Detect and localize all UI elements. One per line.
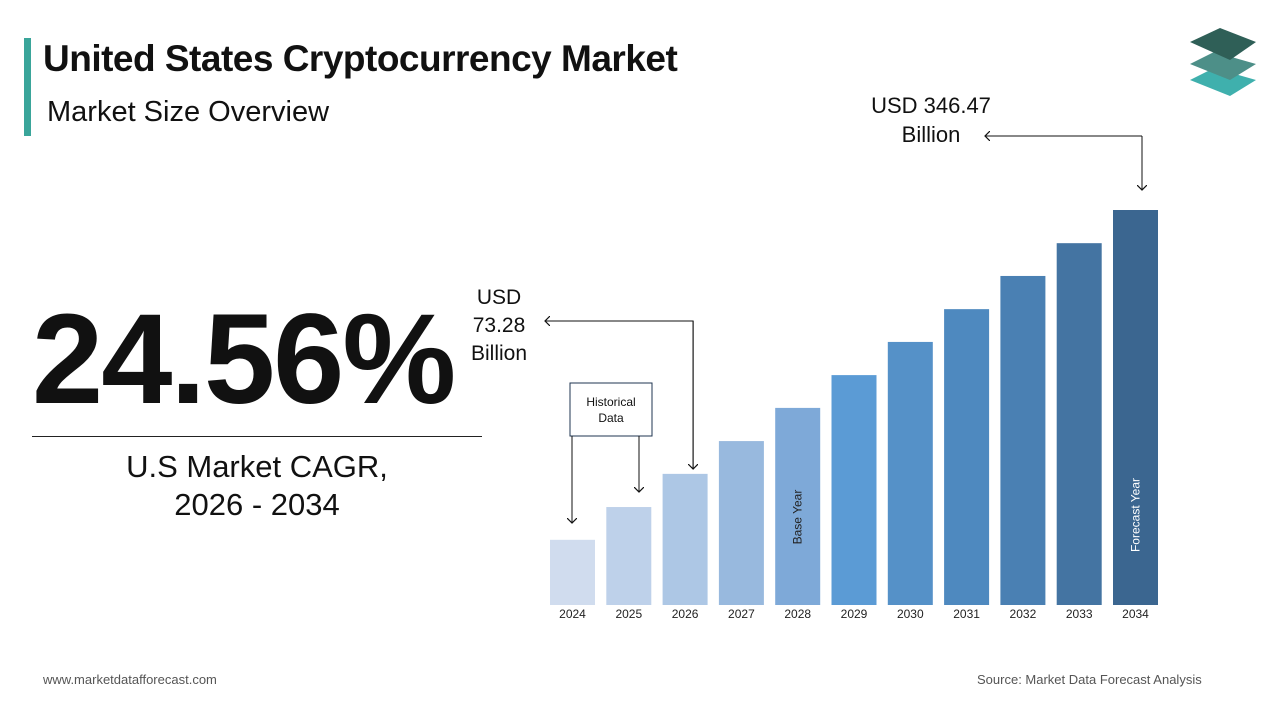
x-tick-label: 2033	[1066, 607, 1093, 621]
cagr-value: 24.56%	[32, 288, 456, 431]
x-tick-label: 2031	[953, 607, 980, 621]
title-accent-bar	[24, 38, 31, 136]
bar-2033	[1056, 243, 1102, 605]
bar-2034	[1113, 210, 1158, 605]
x-tick-label: 2027	[728, 607, 755, 621]
bar-2027	[718, 441, 764, 605]
bar-2032	[1000, 275, 1046, 605]
cagr-label-line1: U.S Market CAGR,	[126, 449, 388, 484]
x-tick-label: 2030	[897, 607, 924, 621]
cagr-label-line2: 2026 - 2034	[174, 487, 340, 522]
cagr-label: U.S Market CAGR, 2026 - 2034	[32, 448, 482, 524]
annotation-2026-value: 73.28	[473, 314, 526, 337]
historical-data-label: Data	[598, 411, 624, 425]
x-tick-label: 2029	[841, 607, 868, 621]
annotation-2034-value: USD 346.47	[871, 93, 991, 118]
bar-2024	[550, 539, 595, 605]
bar-inner-label: Base Year	[791, 490, 805, 545]
divider	[32, 436, 482, 437]
bar-2028	[775, 407, 821, 605]
x-tick-label: 2032	[1010, 607, 1037, 621]
annotation-2026-value: USD	[477, 286, 521, 309]
bar-inner-label: Forecast Year	[1129, 478, 1143, 552]
historical-data-box	[569, 382, 653, 437]
source-note: Source: Market Data Forecast Analysis	[977, 672, 1202, 687]
bar-2025	[606, 507, 652, 605]
page-subtitle: Market Size Overview	[47, 96, 330, 128]
x-tick-label: 2024	[559, 607, 586, 621]
bar-2029	[831, 375, 877, 605]
bar-2030	[887, 341, 933, 605]
x-tick-label: 2034	[1122, 607, 1149, 621]
x-tick-label: 2025	[615, 607, 642, 621]
annotation-2034-value: Billion	[902, 122, 961, 147]
historical-data-label: Historical	[586, 395, 635, 409]
bar-2031	[944, 309, 990, 605]
bar-2026	[662, 473, 708, 605]
page-title: United States Cryptocurrency Market	[43, 38, 678, 79]
x-tick-label: 2028	[784, 607, 811, 621]
x-tick-label: 2026	[672, 607, 699, 621]
layers-logo-icon	[1190, 28, 1256, 96]
website-link[interactable]: www.marketdatafforecast.com	[43, 672, 217, 687]
annotation-2026-value: Billion	[471, 342, 527, 365]
